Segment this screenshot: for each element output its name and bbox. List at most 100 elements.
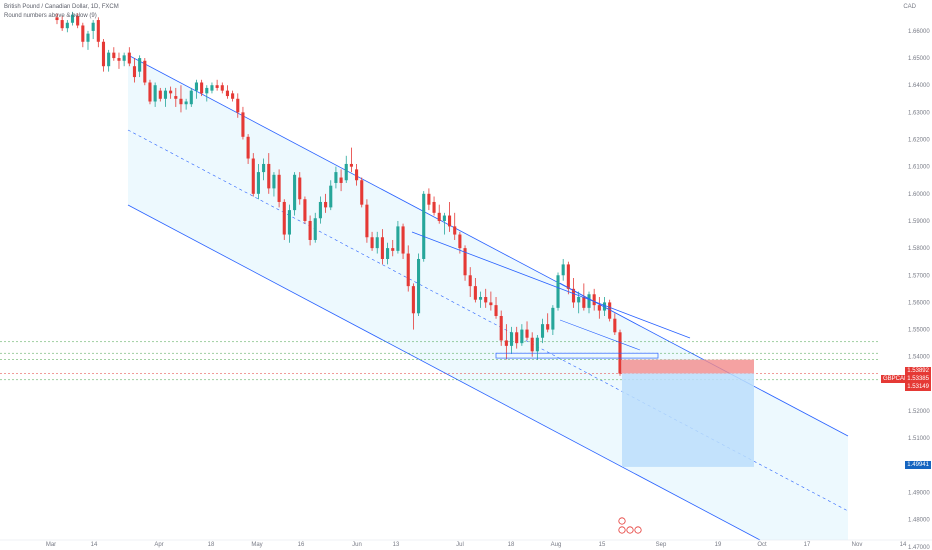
price-tick-label: 1.56000 — [908, 300, 930, 306]
candle-body — [504, 340, 508, 346]
symbol-title[interactable]: British Pound / Canadian Dollar, 1D, FXC… — [4, 4, 119, 10]
time-axis[interactable]: Mar 14 Apr 18 May 16 Jun 13 Jul 18 Aug 15 Sep 19 Oct 17… — [0, 539, 932, 548]
channel-fill — [128, 55, 848, 540]
target-price-tag: 1.49941 — [905, 461, 931, 469]
candle-body — [577, 296, 581, 303]
currency-label: CAD — [903, 4, 916, 10]
time-tick-label: Nov — [852, 542, 863, 548]
price-tick-label: 1.55000 — [908, 328, 930, 334]
candle-body — [96, 20, 100, 42]
candle-body — [535, 337, 539, 352]
candle-body — [375, 237, 379, 249]
candle-body — [163, 90, 168, 99]
candle-body — [251, 158, 255, 194]
candle-body — [597, 305, 601, 311]
candle-body — [391, 248, 395, 251]
candle-body — [509, 332, 514, 346]
price-tick-label: 1.57000 — [908, 273, 930, 279]
candle-body — [200, 82, 204, 94]
candle-body — [65, 22, 69, 29]
price-tick-label: 1.52000 — [908, 409, 930, 415]
candle-body — [81, 25, 85, 42]
price-tick-label: 1.61000 — [908, 165, 930, 171]
flag-upper-line — [559, 282, 641, 327]
time-tick-label: Apr — [154, 542, 163, 548]
candle-body — [463, 248, 467, 276]
candle-body — [117, 58, 121, 61]
candle-body — [241, 112, 245, 137]
candle-body — [138, 58, 142, 72]
candle-body — [153, 85, 157, 102]
channel-lower-line — [127, 204, 761, 541]
candle-body — [112, 52, 116, 59]
candle-body — [525, 329, 529, 338]
candle-body — [515, 332, 519, 344]
event-marker — [626, 526, 634, 534]
candle-body — [582, 296, 586, 308]
candle-body — [556, 275, 560, 308]
time-tick-label: 18 — [508, 542, 515, 548]
candle-body — [70, 14, 75, 23]
price-tick-label: 1.60000 — [908, 192, 930, 198]
candle-body — [262, 163, 266, 173]
candle-body — [318, 201, 322, 219]
time-tick-label: 17 — [804, 542, 811, 548]
candle-body — [277, 174, 281, 202]
candle-body — [360, 180, 364, 205]
current-price-tag: 1.53385 — [905, 375, 931, 383]
candle-body — [546, 324, 550, 330]
candle-body — [344, 163, 348, 181]
candle-body — [282, 201, 286, 235]
candle-body — [76, 15, 80, 26]
candle-body — [91, 22, 95, 31]
candle-body — [551, 307, 555, 330]
candle-body — [411, 286, 415, 314]
price-tick-label: 1.47000 — [908, 545, 930, 550]
time-tick-label: Mar — [46, 542, 56, 548]
price-tick-label: 1.51000 — [908, 436, 930, 442]
candle-body — [313, 218, 317, 240]
candle-body — [355, 169, 359, 181]
candle-body — [293, 174, 297, 211]
candle-body — [287, 210, 291, 235]
candle-body — [592, 294, 596, 306]
time-tick-label: Aug — [551, 542, 562, 548]
candle-body — [55, 17, 59, 21]
candle-body — [215, 85, 219, 88]
candle-body — [158, 90, 162, 99]
candle-body — [194, 82, 199, 91]
time-tick-label: 14 — [900, 542, 907, 548]
candle-body — [602, 302, 607, 311]
candle-body — [422, 193, 426, 259]
candle-body — [478, 296, 483, 300]
candle-body — [349, 163, 353, 167]
resistance-trendline — [411, 231, 691, 339]
stop-loss-zone — [622, 359, 754, 374]
candle-body — [179, 98, 183, 105]
candle-body — [339, 177, 343, 183]
price-tick-label: 1.62000 — [908, 138, 930, 144]
candle-body — [189, 90, 193, 105]
time-tick-label: Jun — [352, 542, 362, 548]
candle-body — [520, 329, 524, 344]
stop-price-tag: 1.53892 — [905, 367, 931, 375]
time-tick-label: 13 — [393, 542, 400, 548]
price-axis[interactable]: 1.66000 1.65000 1.64000 1.63000 1.62000 1.610… — [908, 29, 930, 550]
candle-body — [370, 237, 374, 249]
candle-body — [561, 264, 565, 276]
candle-body — [225, 90, 229, 97]
candle-body — [571, 288, 576, 303]
time-tick-label: Sep — [656, 542, 667, 548]
indicator-label[interactable]: Round numbers above & below (9) — [4, 13, 97, 19]
candle-body — [587, 294, 591, 308]
candle-body — [231, 93, 235, 99]
candle-body — [308, 220, 312, 240]
candle-body — [437, 212, 441, 221]
event-marker — [618, 526, 626, 534]
candle-body — [107, 52, 111, 67]
candle-body — [324, 201, 328, 208]
event-marker — [618, 517, 626, 525]
candle-body — [396, 226, 400, 251]
time-tick-label: 14 — [91, 542, 98, 548]
